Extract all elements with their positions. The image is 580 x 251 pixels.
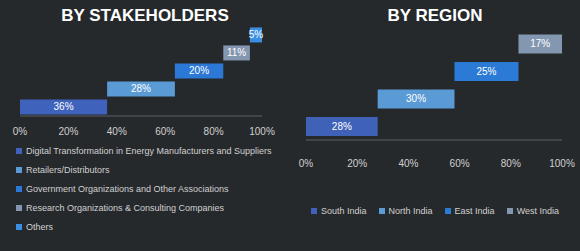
svg-text:30%: 30% bbox=[406, 93, 426, 104]
svg-text:0%: 0% bbox=[13, 126, 28, 137]
svg-text:20%: 20% bbox=[189, 65, 209, 76]
svg-text:80%: 80% bbox=[501, 158, 521, 169]
svg-text:40%: 40% bbox=[107, 126, 127, 137]
svg-text:17%: 17% bbox=[530, 38, 550, 49]
svg-text:28%: 28% bbox=[332, 121, 352, 132]
svg-text:20%: 20% bbox=[347, 158, 367, 169]
html-text:Digital Transformation in Ener: Digital Transformation in Energy Manufac… bbox=[26, 146, 272, 156]
svg-text:80%: 80% bbox=[204, 126, 224, 137]
html-text:Others: Others bbox=[26, 222, 53, 232]
svg-text:11%: 11% bbox=[227, 47, 246, 58]
svg-text:100%: 100% bbox=[249, 126, 275, 137]
html-text:South India: South India bbox=[321, 206, 367, 216]
html-text:Research Organizations & Consu: Research Organizations & Consulting Comp… bbox=[26, 203, 225, 213]
svg-text:5%: 5% bbox=[249, 29, 264, 40]
html-text:BY REGION: BY REGION bbox=[387, 6, 483, 25]
svg-text:20%: 20% bbox=[58, 126, 78, 137]
svg-text:100%: 100% bbox=[549, 158, 572, 169]
svg-text:60%: 60% bbox=[155, 126, 175, 137]
svg-text:60%: 60% bbox=[450, 158, 470, 169]
html-text:Retailers/Distributors: Retailers/Distributors bbox=[26, 165, 110, 175]
html-text:East India: East India bbox=[454, 206, 495, 216]
html-text:Government Organizations and O: Government Organizations and Other Assoc… bbox=[26, 184, 229, 194]
svg-text:36%: 36% bbox=[54, 101, 74, 112]
html-text:North India: North India bbox=[388, 206, 433, 216]
svg-text:40%: 40% bbox=[398, 158, 418, 169]
html-text:West India: West India bbox=[516, 206, 559, 216]
svg-text:28%: 28% bbox=[131, 83, 151, 94]
svg-text:25%: 25% bbox=[476, 66, 496, 77]
svg-text:0%: 0% bbox=[299, 158, 314, 169]
html-text:BY STAKEHOLDERS: BY STAKEHOLDERS bbox=[61, 6, 229, 25]
